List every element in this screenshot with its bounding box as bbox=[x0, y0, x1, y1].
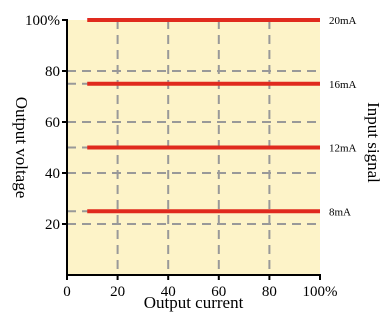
series-lines bbox=[87, 18, 320, 214]
y-tick-label: 80 bbox=[45, 64, 60, 80]
x-tick-label: 80 bbox=[262, 284, 277, 300]
series-label: 8mA bbox=[329, 206, 351, 218]
x-tick-label: 0 bbox=[63, 284, 71, 300]
x-tick-label: 60 bbox=[211, 284, 226, 300]
series-label: 12mA bbox=[329, 143, 357, 155]
y-tick-label: 40 bbox=[45, 166, 60, 182]
y2-axis-label: Input signal bbox=[364, 102, 383, 183]
x-tick-label: 40 bbox=[161, 284, 176, 300]
series-label: 20mA bbox=[329, 15, 357, 27]
series-label: 16mA bbox=[329, 79, 357, 91]
axes bbox=[62, 19, 321, 280]
x-axis-label: Output current bbox=[144, 293, 244, 312]
tick-labels: 0 20 40 60 80 100% 20 40 60 80 100% bbox=[25, 13, 338, 300]
x-tick-label: 20 bbox=[110, 284, 125, 300]
y-tick-label: 100% bbox=[25, 13, 60, 29]
y-axis-label: Output voltage bbox=[12, 97, 31, 199]
y-tick-label: 20 bbox=[45, 217, 60, 233]
y-tick-label: 60 bbox=[45, 115, 60, 131]
x-tick-label: 100% bbox=[303, 284, 338, 300]
series-labels: 20mA 16mA 12mA 8mA bbox=[329, 15, 357, 218]
